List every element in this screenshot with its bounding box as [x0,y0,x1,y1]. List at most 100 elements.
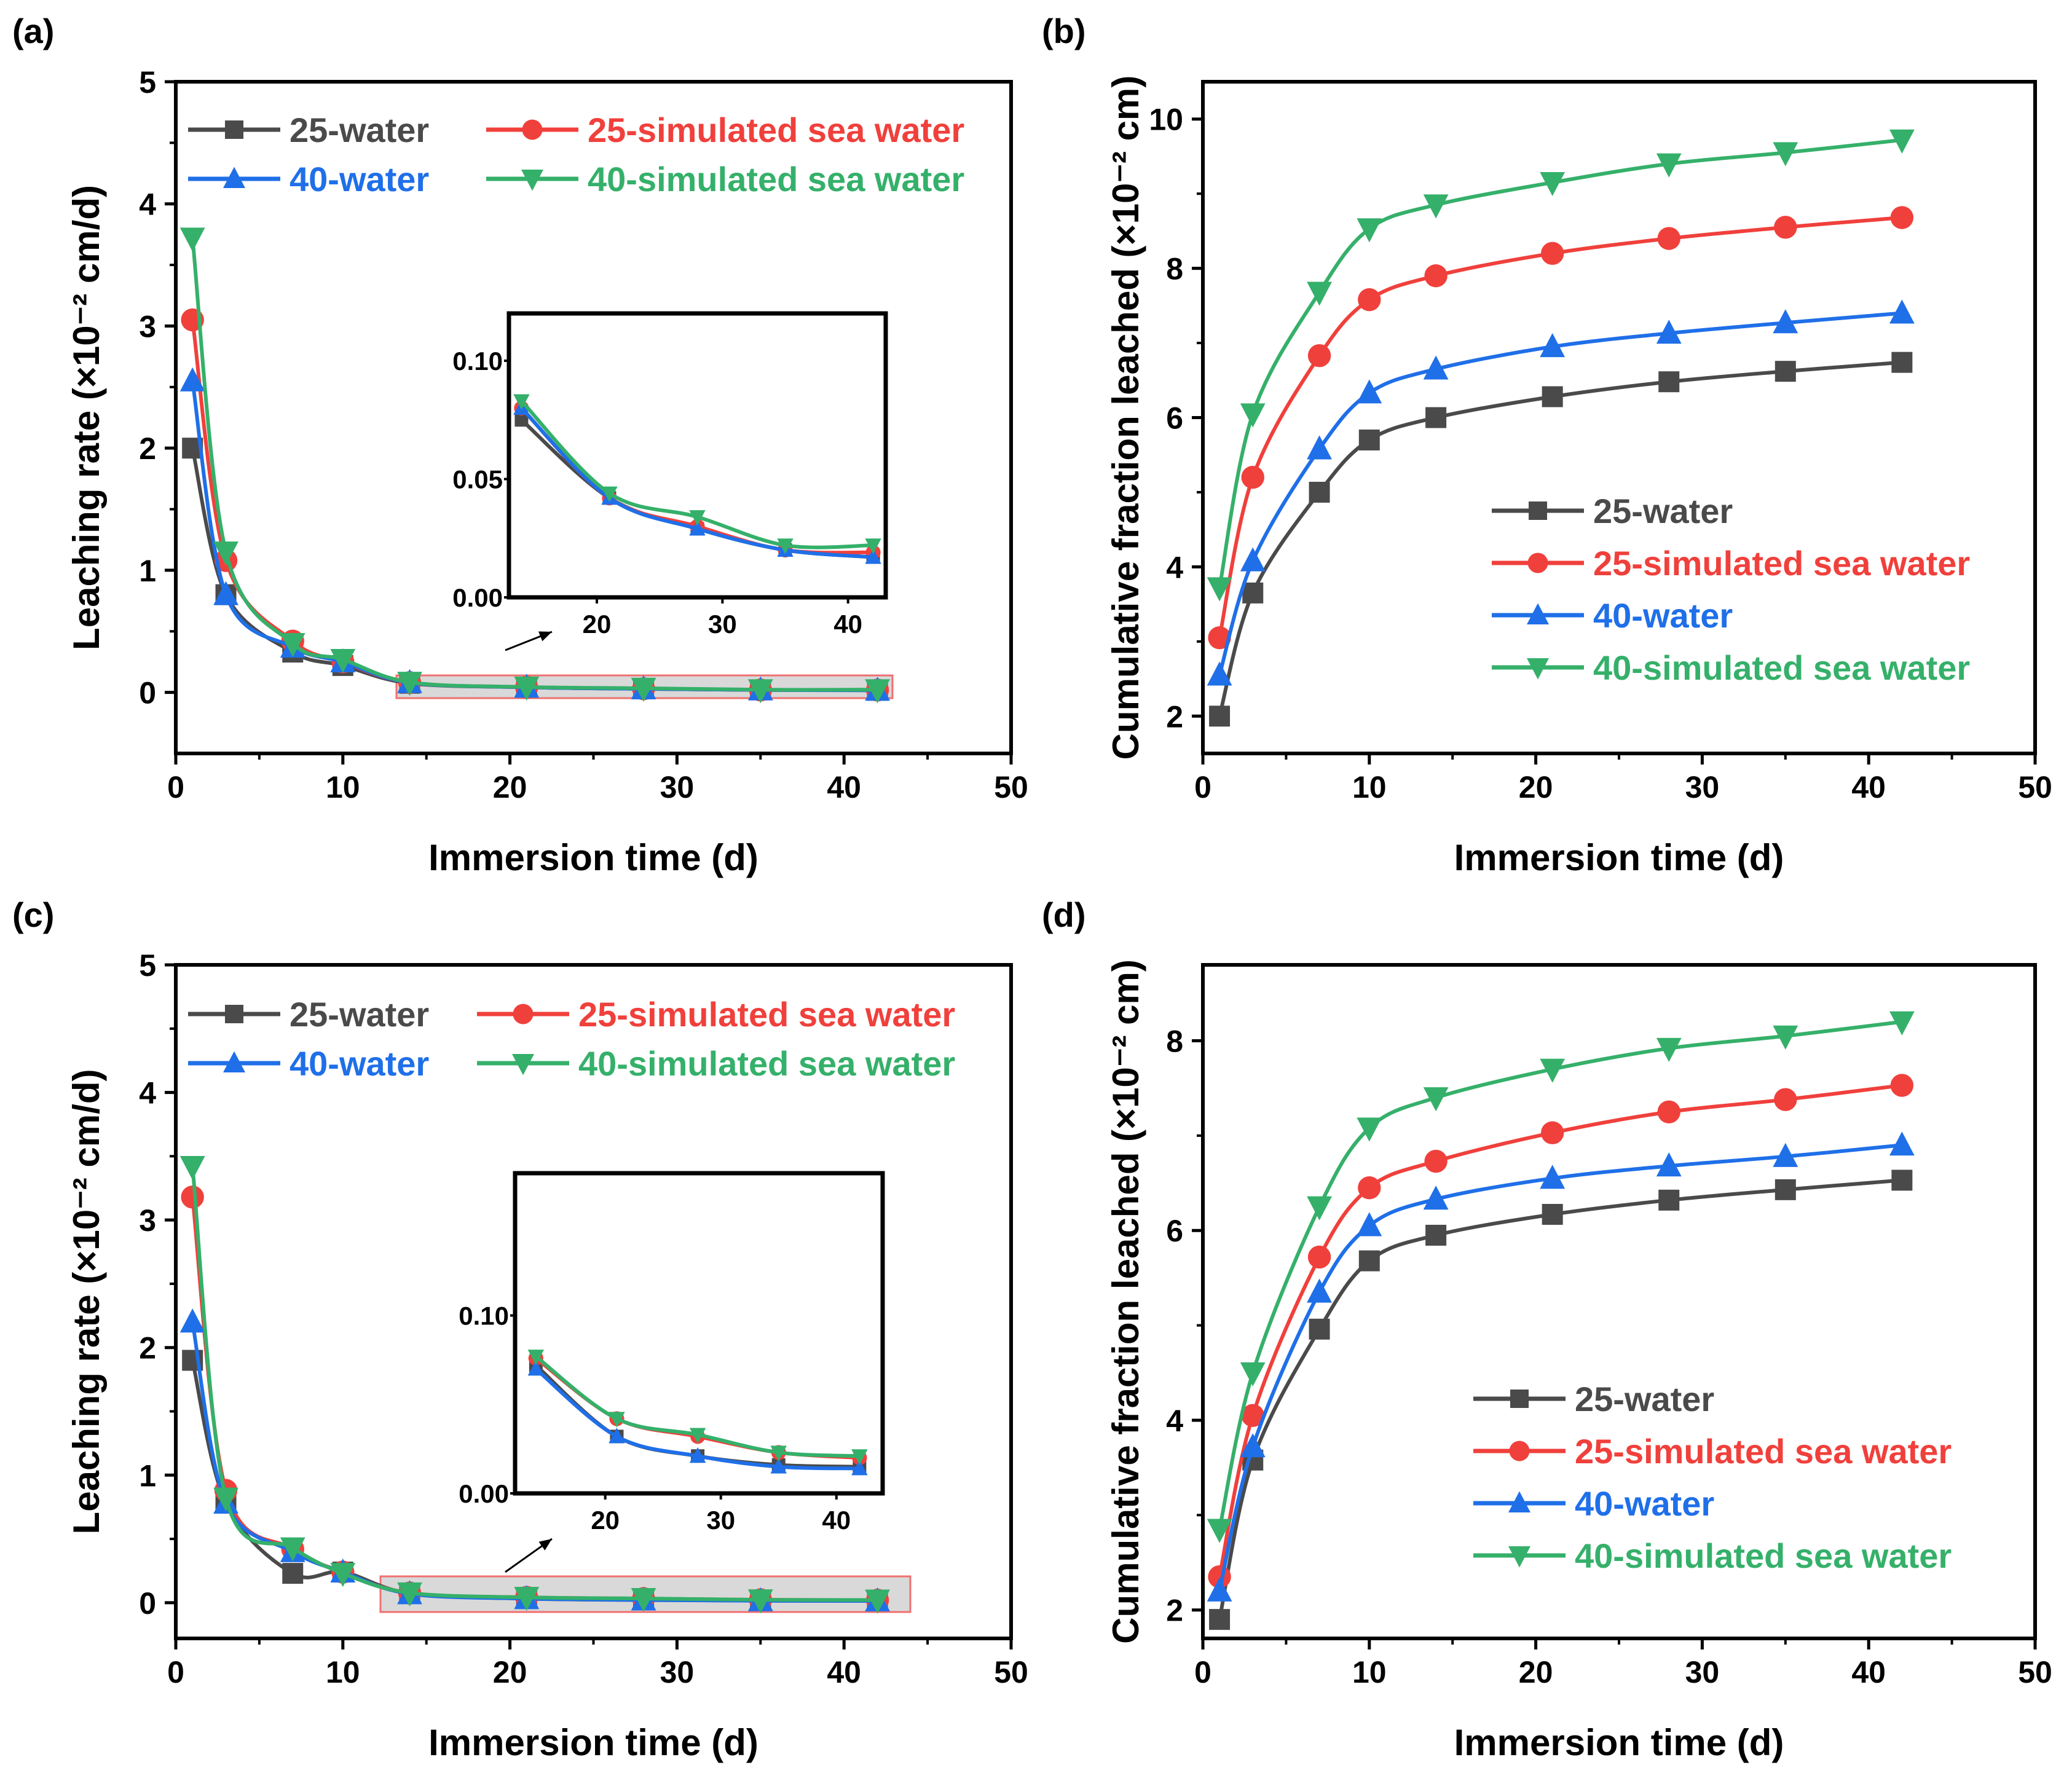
chart-b: (b) 0 10 20 30 40 50 2 4 6 8 10 Immersion time (d) Cu… [1042,12,2052,878]
data-point [689,510,706,526]
data-point [777,538,794,554]
y-axis-title: Cumulative fraction leached (×10⁻² cm) [1105,76,1146,760]
data-point [1774,1088,1797,1111]
data-point [1657,227,1680,250]
data-point [1357,379,1382,404]
legend-label: 40-simulated sea water [578,1044,955,1083]
chart-a: (a) 0 10 20 30 40 50 0 1 2 3 4 5 Immersion time (d) Le… [12,12,1028,878]
data-point [397,1582,422,1606]
data-point [1357,218,1382,243]
x-axis-title: Immersion time (d) [428,1722,758,1763]
data-point [1207,1519,1232,1543]
series-40-simulated-sea-water [527,1350,868,1465]
legend-item: 25-simulated sea water [1473,1432,1952,1471]
x-tick-label: 0 [1194,770,1211,804]
series-line [191,1166,878,1602]
x-tick-label: 40 [1851,1655,1886,1689]
series-40-simulated-sea-water [513,394,881,554]
data-point [1358,1250,1380,1272]
panel-label: (d) [1042,895,1086,934]
legend-marker [522,119,543,140]
panel-label: (b) [1042,12,1086,50]
data-point [1774,216,1797,239]
data-point [1358,1176,1381,1200]
data-point [1657,1100,1680,1123]
legend-item: 25-simulated sea water [477,995,955,1034]
x-tick-label: 0 [167,1655,184,1689]
data-point [514,676,540,701]
inset-x-tick-label: 20 [583,610,612,639]
data-point [851,1449,868,1465]
x-tick-label: 50 [2018,770,2052,804]
data-point [527,1360,545,1376]
legend-label: 40-water [1593,596,1733,635]
data-point [689,1428,706,1444]
data-point [865,548,881,564]
legend-marker [513,1004,534,1024]
series-line [1218,311,1902,676]
data-point [1242,582,1264,603]
data-point [601,486,618,502]
legend-label: 40-simulated sea water [1593,648,1970,687]
legend-item: 40-simulated sea water [1473,1536,1952,1575]
series-40-simulated-sea-water [1207,129,1915,602]
x-tick-label: 50 [994,770,1028,804]
data-point [1207,1577,1232,1602]
data-point [747,1589,773,1614]
data-point [1241,1404,1264,1427]
x-tick-label: 20 [1519,770,1553,804]
data-point [1775,361,1796,382]
legend-marker [1508,1491,1530,1512]
legend-label: 25-water [290,995,429,1034]
data-point [1208,626,1231,650]
series-25-simulated-sea-water [1208,206,1914,650]
x-tick-label: 40 [827,1655,861,1689]
y-tick-label: 0 [139,1586,156,1621]
data-point [1773,1142,1798,1167]
data-point [1425,407,1447,428]
legend-label: 25-water [1575,1380,1714,1418]
legend-marker [1527,658,1549,680]
data-point [213,541,238,566]
y-axis-title: Cumulative fraction leached (×10⁻² cm) [1105,959,1146,1644]
legend-item: 40-water [1473,1484,1714,1523]
y-tick-label: 2 [1166,699,1183,734]
y-tick-label: 1 [139,1458,156,1493]
x-tick-label: 10 [326,770,360,804]
inset-y-tick-label: 0.05 [452,465,503,494]
data-point [1424,1149,1448,1173]
data-point [1240,547,1266,572]
data-point [747,679,773,704]
legend-item: 25-simulated sea water [1492,544,1970,583]
x-tick-label: 50 [994,1655,1028,1689]
data-point [1540,1121,1564,1144]
y-axis-title: Leaching rate (×10⁻² cm/d) [66,1069,107,1535]
data-point [1423,355,1449,380]
data-point [609,1428,625,1444]
data-point [609,1412,625,1428]
data-point [1423,1087,1449,1112]
legend: 25-water 25-simulated sea water 40-water 40… [188,111,964,199]
legend-marker [225,120,243,139]
x-tick-label: 10 [1352,770,1387,804]
y-tick-label: 4 [139,1076,156,1111]
data-point [631,1588,656,1613]
inset-x-tick-label: 30 [708,610,737,639]
inset-y-tick-label: 0.10 [459,1302,509,1331]
data-point [865,538,881,554]
series-25-simulated-sea-water [1208,1074,1914,1589]
data-point [1309,481,1330,503]
data-point [1240,1433,1266,1458]
data-point [1209,1609,1231,1630]
inset-y-tick-label: 0.10 [452,347,503,375]
x-tick-label: 20 [493,770,527,804]
data-point [330,648,356,674]
data-point [1658,1189,1680,1211]
data-point [770,1445,787,1461]
data-point [1540,333,1566,358]
legend-marker [1509,1441,1530,1461]
data-point [1357,1117,1382,1142]
y-tick-label: 2 [1166,1594,1183,1628]
legend-item: 25-water [1473,1380,1714,1418]
data-point [213,581,238,605]
